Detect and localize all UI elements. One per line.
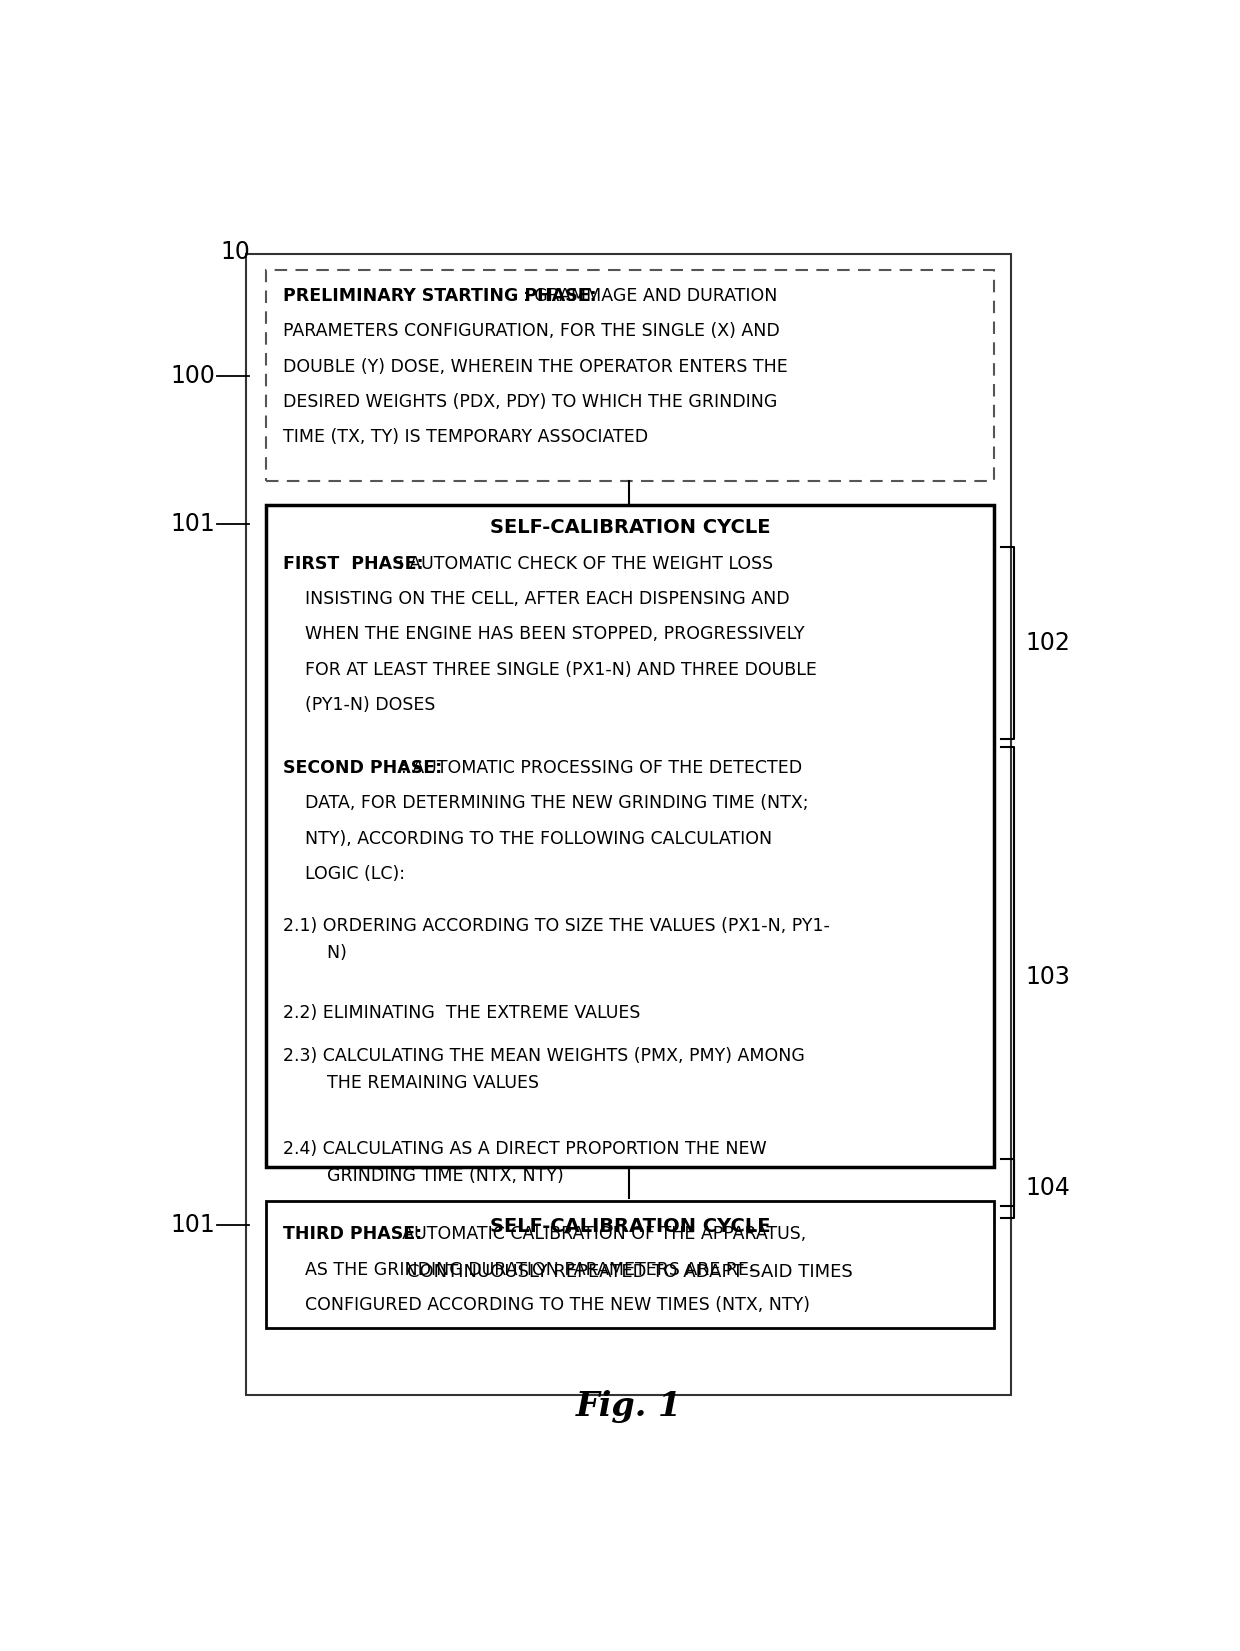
Text: SELF-CALIBRATION CYCLE: SELF-CALIBRATION CYCLE — [490, 518, 770, 538]
Text: NTY), ACCORDING TO THE FOLLOWING CALCULATION: NTY), ACCORDING TO THE FOLLOWING CALCULA… — [283, 829, 773, 847]
Text: LOGIC (LC):: LOGIC (LC): — [283, 865, 405, 883]
Text: FOR AT LEAST THREE SINGLE (PX1-N) AND THREE DOUBLE: FOR AT LEAST THREE SINGLE (PX1-N) AND TH… — [283, 660, 817, 679]
Bar — [265, 269, 994, 482]
Text: DESIRED WEIGHTS (PDX, PDY) TO WHICH THE GRINDING: DESIRED WEIGHTS (PDX, PDY) TO WHICH THE … — [283, 393, 777, 411]
Text: INSISTING ON THE CELL, AFTER EACH DISPENSING AND: INSISTING ON THE CELL, AFTER EACH DISPEN… — [283, 589, 790, 608]
Text: 102: 102 — [1025, 631, 1070, 655]
Text: PARAMETERS CONFIGURATION, FOR THE SINGLE (X) AND: PARAMETERS CONFIGURATION, FOR THE SINGLE… — [283, 322, 780, 340]
Text: THIRD PHASE:: THIRD PHASE: — [283, 1225, 422, 1243]
Text: 10: 10 — [221, 241, 250, 264]
Bar — [265, 505, 994, 1167]
Text: : GRAMMAGE AND DURATION: : GRAMMAGE AND DURATION — [523, 287, 777, 305]
Text: CONFIGURED ACCORDING TO THE NEW TIMES (NTX, NTY): CONFIGURED ACCORDING TO THE NEW TIMES (N… — [283, 1296, 810, 1314]
Text: 2.3) CALCULATING THE MEAN WEIGHTS (PMX, PMY) AMONG
        THE REMAINING VALUES: 2.3) CALCULATING THE MEAN WEIGHTS (PMX, … — [283, 1047, 805, 1091]
Text: : AUTOMATIC CHECK OF THE WEIGHT LOSS: : AUTOMATIC CHECK OF THE WEIGHT LOSS — [398, 555, 773, 573]
Text: : AUTOMATIC CALIBRATION OF THE APPARATUS,: : AUTOMATIC CALIBRATION OF THE APPARATUS… — [392, 1225, 807, 1243]
Text: CONTINUOUSLY REPEATED TO ADAPT SAID TIMES: CONTINUOUSLY REPEATED TO ADAPT SAID TIME… — [407, 1263, 853, 1281]
Text: 101: 101 — [171, 1212, 216, 1237]
Text: DATA, FOR DETERMINING THE NEW GRINDING TIME (NTX;: DATA, FOR DETERMINING THE NEW GRINDING T… — [283, 794, 808, 812]
Bar — [265, 1202, 994, 1329]
Text: DOUBLE (Y) DOSE, WHEREIN THE OPERATOR ENTERS THE: DOUBLE (Y) DOSE, WHEREIN THE OPERATOR EN… — [283, 358, 787, 375]
Text: WHEN THE ENGINE HAS BEEN STOPPED, PROGRESSIVELY: WHEN THE ENGINE HAS BEEN STOPPED, PROGRE… — [283, 626, 805, 644]
Text: 103: 103 — [1025, 964, 1070, 989]
Text: FIRST  PHASE:: FIRST PHASE: — [283, 555, 424, 573]
Text: (PY1-N) DOSES: (PY1-N) DOSES — [283, 697, 435, 715]
Text: 100: 100 — [171, 363, 216, 388]
Text: 101: 101 — [171, 512, 216, 537]
Text: SELF-CALIBRATION CYCLE: SELF-CALIBRATION CYCLE — [490, 1217, 770, 1237]
Text: 104: 104 — [1025, 1177, 1070, 1200]
Text: TIME (TX, TY) IS TEMPORARY ASSOCIATED: TIME (TX, TY) IS TEMPORARY ASSOCIATED — [283, 428, 649, 446]
Text: PRELIMINARY STARTING PHASE:: PRELIMINARY STARTING PHASE: — [283, 287, 596, 305]
Text: 2.1) ORDERING ACCORDING TO SIZE THE VALUES (PX1-N, PY1-
        N): 2.1) ORDERING ACCORDING TO SIZE THE VALU… — [283, 916, 830, 961]
Text: SECOND PHASE:: SECOND PHASE: — [283, 759, 443, 776]
Bar — [247, 254, 1012, 1395]
Text: : AUTOMATIC PROCESSING OF THE DETECTED: : AUTOMATIC PROCESSING OF THE DETECTED — [401, 759, 802, 776]
Text: AS THE GRINDING DURATION PARAMETERS ARE RE-: AS THE GRINDING DURATION PARAMETERS ARE … — [283, 1261, 755, 1280]
Text: 2.2) ELIMINATING  THE EXTREME VALUES: 2.2) ELIMINATING THE EXTREME VALUES — [283, 1004, 640, 1022]
Text: Fig. 1: Fig. 1 — [575, 1390, 682, 1423]
Text: 2.4) CALCULATING AS A DIRECT PROPORTION THE NEW
        GRINDING TIME (NTX, NTY): 2.4) CALCULATING AS A DIRECT PROPORTION … — [283, 1139, 766, 1185]
